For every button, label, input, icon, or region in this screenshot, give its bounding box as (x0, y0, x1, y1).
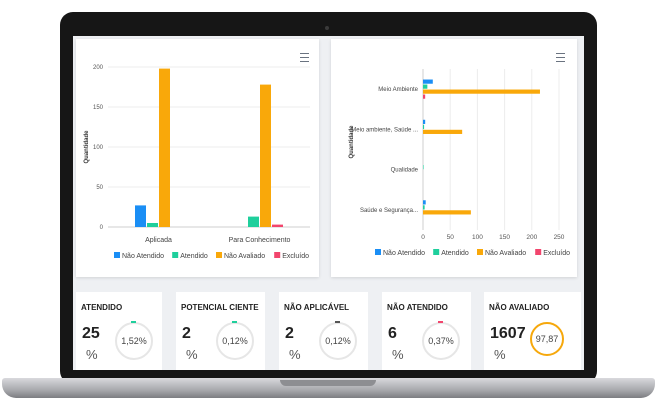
legend-swatch (114, 252, 120, 258)
legend-label: Não Avaliado (224, 253, 265, 260)
legend-swatch (274, 252, 281, 258)
bar (423, 205, 425, 210)
legend-label: Não Atendido (383, 250, 425, 257)
chart-card-left: 0 50 100 150 200 Quantidade Aplicada Para Conhe… (76, 39, 319, 277)
bar (423, 119, 426, 124)
legend-swatch (535, 249, 542, 255)
legend-swatch (375, 249, 381, 255)
legend-label: Atendido (441, 250, 469, 257)
stat-title: NÃO APLICÁVEL (284, 303, 350, 312)
camera-icon (325, 26, 329, 30)
bar (423, 94, 426, 99)
ring-mark (232, 321, 237, 323)
stat-card-nao-atendido[interactable]: NÃO ATENDIDO 6 % 0,37% (382, 292, 471, 370)
legend-label: Excluído (282, 253, 309, 260)
stat-value: 2 (285, 325, 294, 342)
legend-swatch (172, 252, 179, 258)
legend-label: Não Avaliado (485, 250, 526, 257)
x-tick-label: Para Conhecimento (229, 237, 291, 244)
y-tick-label: Qualidade (391, 168, 419, 174)
dashboard-screen: 0 50 100 150 200 Quantidade Aplicada Para Conhe… (73, 36, 584, 370)
percent-ring: 0,12% (216, 321, 254, 360)
percent-label: 0,12% (222, 336, 248, 346)
stat-unit: % (494, 347, 506, 362)
stat-card-potencial-ciente[interactable]: POTENCIAL CIENTE 2 % 0,12% (176, 292, 265, 370)
bar (423, 165, 424, 170)
y-tick-label: 100 (93, 145, 104, 151)
stat-unit: % (289, 347, 301, 362)
ring-mark (131, 321, 136, 323)
stat-title: ATENDIDO (81, 303, 123, 312)
x-tick-label: 250 (554, 234, 565, 241)
y-tick-label: Meio ambiente, Saúde ... (351, 127, 418, 133)
stat-unit: % (392, 347, 404, 362)
ring-mark (438, 321, 443, 323)
y-axis-title: Quantidade (349, 125, 355, 159)
y-tick-label: 50 (96, 185, 103, 191)
percent-ring: 0,12% (319, 321, 357, 360)
x-tick-label: Aplicada (145, 237, 172, 244)
bar (260, 84, 271, 227)
x-tick-label: 150 (499, 234, 510, 241)
y-tick-label: Meio Ambiente (378, 87, 418, 93)
bar (423, 210, 471, 215)
percent-ring: 1,52% (115, 321, 153, 360)
legend-swatch (433, 249, 440, 255)
bar (423, 79, 433, 84)
legend-label: Não Atendido (122, 253, 164, 260)
bar (135, 205, 146, 227)
x-tick-label: 100 (472, 234, 483, 241)
laptop-notch (280, 380, 376, 386)
percent-ring-highlight: 97,87 (530, 322, 564, 356)
hamburger-icon[interactable] (556, 53, 565, 62)
x-tick-label: 200 (526, 234, 537, 241)
bar (423, 84, 428, 89)
stat-value: 1607 (490, 325, 526, 342)
y-tick-label: 0 (100, 225, 104, 231)
stat-value: 2 (182, 325, 191, 342)
stat-value: 25 (82, 325, 100, 342)
bar (423, 124, 425, 129)
ring-mark (335, 321, 340, 323)
stat-value: 6 (388, 325, 397, 342)
chart-card-right: 0 50 100 150 200 250 Quantidade Meio Ambiente Me… (331, 39, 577, 277)
y-tick-label: 200 (93, 65, 104, 71)
horizontal-bar-chart: 0 50 100 150 200 250 Quantidade Meio Ambiente Me… (349, 69, 570, 257)
percent-label: 1,52% (121, 336, 147, 346)
stat-card-nao-aplicavel[interactable]: NÃO APLICÁVEL 2 % 0,12% (279, 292, 368, 370)
vertical-bar-chart: 0 50 100 150 200 Quantidade Aplicada Para Conhe… (84, 65, 310, 260)
hamburger-icon[interactable] (300, 53, 309, 62)
percent-label: 0,37% (428, 336, 454, 346)
stat-title: NÃO ATENDIDO (387, 303, 448, 312)
stat-title: NÃO AVALIADO (489, 303, 550, 312)
legend-swatch (477, 249, 483, 255)
stat-unit: % (186, 347, 198, 362)
bar (159, 68, 170, 227)
laptop-base (2, 378, 655, 398)
stat-title: POTENCIAL CIENTE (181, 303, 259, 312)
y-tick-label: 150 (93, 105, 104, 111)
stat-card-atendido[interactable]: ATENDIDO 25 % 1,52% (76, 292, 162, 370)
bar (272, 224, 283, 227)
y-axis-title: Quantidade (84, 130, 90, 164)
stat-unit: % (86, 347, 98, 362)
legend-label: Atendido (180, 253, 208, 260)
bar (423, 89, 540, 94)
legend-swatch (216, 252, 222, 258)
percent-label: 97,87 (535, 334, 559, 344)
bar (147, 223, 158, 227)
bar (423, 129, 463, 134)
y-tick-label: Saúde e Segurança... (360, 208, 418, 214)
x-tick-label: 0 (421, 234, 425, 241)
bar (248, 216, 259, 227)
x-tick-label: 50 (447, 234, 455, 241)
stat-card-nao-avaliado[interactable]: NÃO AVALIADO 1607 % 97,87 (484, 292, 581, 370)
legend-label: Excluído (543, 250, 570, 257)
bar (423, 200, 426, 205)
percent-ring: 0,37% (422, 321, 460, 360)
percent-label: 0,12% (325, 336, 351, 346)
